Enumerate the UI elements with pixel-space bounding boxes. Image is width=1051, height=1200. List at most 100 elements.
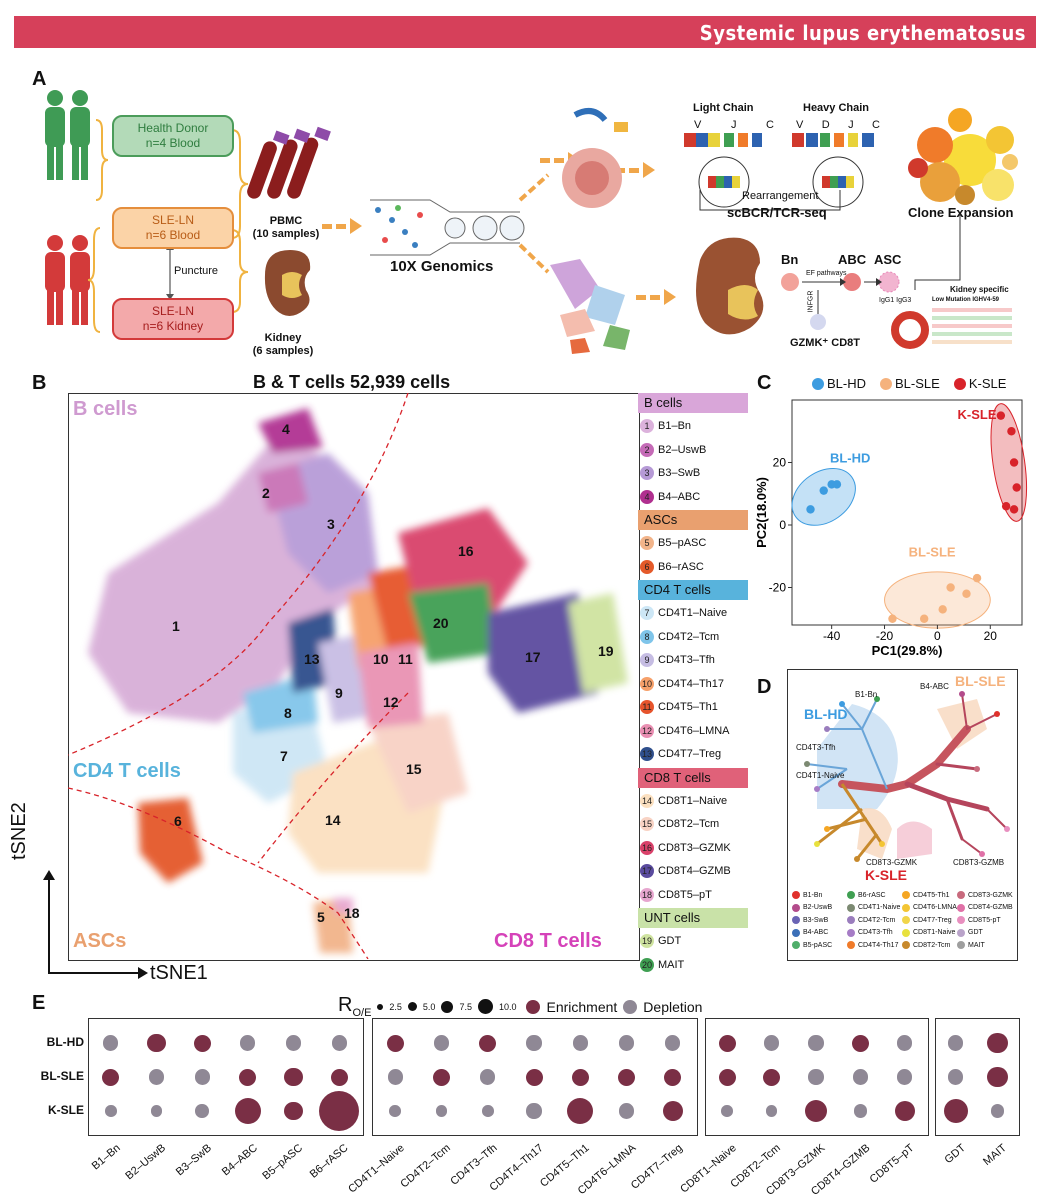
tree-legend-label-0: B1-Bn — [803, 891, 823, 899]
roe-dot-0-9 — [526, 1035, 542, 1051]
tree-legend-item-0: B1-Bn — [792, 891, 822, 899]
tree-legend-label-6: CD4T1-Naive — [858, 904, 901, 911]
pbmc-label: PBMC (10 samples) — [248, 215, 324, 241]
roe-dot-2-12 — [662, 1100, 684, 1122]
abc-label: ABC — [838, 252, 867, 267]
roe-dot-1-3 — [239, 1068, 257, 1086]
cluster-20-area — [408, 583, 498, 663]
cluster-label-5: 5 — [317, 909, 325, 925]
roe-dot-0-3 — [240, 1035, 256, 1051]
legend-swatch-6: 6 — [640, 559, 654, 574]
pca-legend-item-ksle: K-SLE — [953, 376, 1006, 391]
pca-point-2-4 — [1001, 502, 1011, 511]
tree-label-hd: BL-HD — [804, 706, 848, 722]
roe-col-label-0: B1–Bn — [89, 1142, 123, 1173]
roe-row-label-0: BL-HD — [46, 1035, 84, 1049]
cluster-label-11: 11 — [398, 651, 413, 667]
legend-label-5: B5–pASC — [658, 537, 707, 549]
tree-legend-item-16: CD8T4-GZMB — [957, 903, 1013, 912]
cluster-label-8: 8 — [284, 705, 292, 721]
cluster-label-6: 6 — [174, 813, 182, 829]
tsne-plot — [68, 393, 628, 959]
tree-legend-item-14: CD8T2-Tcm — [902, 941, 950, 949]
roe-dot-1-9 — [525, 1068, 543, 1086]
tree-legend-swatch-6 — [847, 903, 855, 912]
roe-dot-2-19 — [990, 1104, 1004, 1118]
legend-group-cd8-t-cells: CD8 T cells — [638, 767, 748, 788]
roe-dot-0-18 — [948, 1035, 964, 1051]
roe-dot-2-14 — [765, 1105, 778, 1117]
legend-item-7: 7 CD4T1–Naive — [640, 603, 727, 623]
legend-label-3: B3–SwB — [658, 467, 701, 479]
igg-label: IgG1 IgG3 — [879, 297, 912, 304]
tree-legend-label-17: CD8T5-pT — [968, 916, 1001, 924]
legend-label-13: CD4T7–Treg — [658, 748, 722, 760]
tree-legend-item-3: B4-ABC — [792, 928, 828, 937]
light-seg-v: V — [694, 119, 702, 131]
enrichment-swatch — [526, 999, 541, 1014]
legend-label-12: CD4T6–LMNA — [658, 724, 730, 737]
cluster-17-area — [488, 593, 598, 713]
tree-legend-label-16: CD8T4-GZMB — [968, 904, 1013, 911]
pca-point-0-0 — [806, 505, 815, 514]
cluster-2-area — [258, 463, 308, 513]
legend-label-16: CD8T3–GZMK — [658, 841, 731, 854]
clone-expansion-label: Clone Expansion — [908, 205, 1014, 220]
cluster-4-area — [258, 408, 323, 453]
light-chain-bars-icon — [684, 133, 762, 208]
tsne-frame — [68, 393, 640, 961]
heavy-chain-bars-icon — [792, 133, 874, 208]
tree-legend-swatch-4 — [792, 941, 800, 949]
cluster-label-10: 10 — [373, 651, 389, 667]
cluster-12-area — [358, 643, 423, 728]
cluster-label-7: 7 — [280, 748, 288, 764]
legend-label-4: B4–ABC — [658, 490, 701, 503]
pca-legend-item-hd: BL-HD — [812, 376, 866, 391]
tsne-x-axis-arrow — [48, 972, 140, 974]
pca-xtick-label-2: 0 — [934, 629, 941, 643]
tree-legend-item-17: CD8T5-pT — [957, 916, 1001, 924]
cluster-label-1: 1 — [172, 618, 180, 634]
kidney-count: (6 samples) — [252, 345, 314, 357]
roe-dot-1-1 — [148, 1069, 165, 1085]
tree-legend-label-15: CD8T3-GZMK — [968, 891, 1013, 899]
roe-dot-1-18 — [948, 1069, 964, 1085]
tsne-y-axis-arrow — [48, 878, 50, 974]
legend-item-1: 1 B1–Bn — [640, 416, 691, 436]
tree-legend-label-5: B6-rASC — [858, 891, 886, 899]
banner-title: Systemic lupus erythematosus — [699, 21, 1026, 45]
pca-point-2-5 — [1009, 505, 1019, 514]
size-dot-2 — [407, 1002, 417, 1011]
legend-group-b-cells: B cells — [638, 393, 748, 413]
pca-point-2-2 — [1009, 458, 1019, 467]
roe-col-label-17: CD8T5–pT — [867, 1142, 917, 1186]
journal-banner: Systemic lupus erythematosus — [14, 16, 1036, 48]
tree-legend-swatch-19 — [957, 941, 965, 949]
cluster-label-3: 3 — [327, 516, 335, 532]
heavy-seg-c: C — [872, 119, 880, 131]
cluster-label-18: 18 — [344, 905, 360, 921]
pbmc-title: PBMC — [269, 215, 303, 227]
roe-dot-2-4 — [284, 1101, 303, 1121]
roe-dot-2-2 — [195, 1104, 209, 1118]
legend-swatch-3: 3 — [640, 466, 654, 480]
cluster-label-15: 15 — [406, 761, 422, 777]
lineage-tree — [804, 691, 1010, 862]
sle-kidney-box: SLE-LN n=6 Kidney — [112, 298, 234, 340]
tsne-x-label: tSNE1 — [150, 962, 208, 984]
panel-a-label: A — [32, 68, 47, 90]
legend-label-6: B6–rASC — [658, 560, 704, 573]
roe-col-label-13: CD8T1–Naive — [678, 1142, 739, 1196]
panel-d-label: D — [757, 676, 772, 698]
tree-legend-swatch-13 — [902, 928, 910, 937]
roe-dot-2-15 — [804, 1099, 828, 1123]
roe-dot-2-8 — [481, 1105, 494, 1117]
roe-dot-0-7 — [433, 1035, 450, 1051]
tree-legend-item-19: MAIT — [957, 941, 985, 949]
tree-legend-swatch-2 — [792, 916, 800, 924]
patient-people-icon — [45, 235, 90, 325]
size-dot-1 — [377, 1003, 384, 1010]
legend-swatch-14: 14 — [640, 793, 654, 808]
